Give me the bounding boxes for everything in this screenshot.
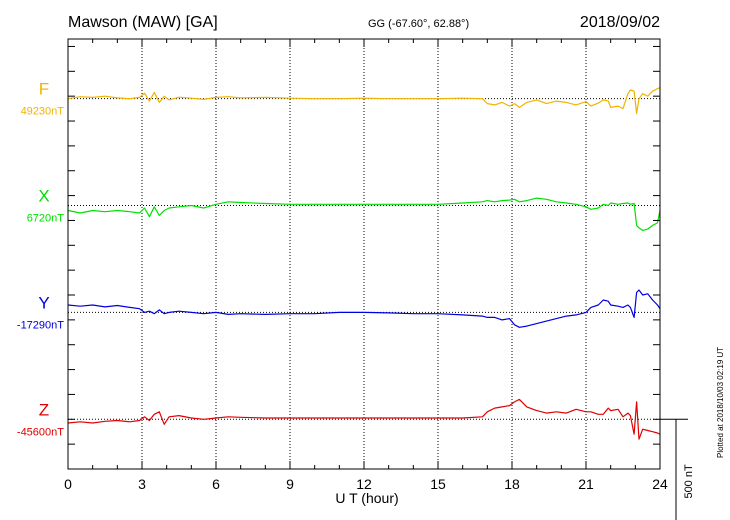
x-tick-label: 6 (212, 476, 220, 492)
plot-date: 2018/09/02 (580, 14, 660, 31)
scale-bar-label: 500 nT (683, 464, 695, 499)
x-tick-label: 15 (430, 476, 446, 492)
x-tick-label: 0 (64, 476, 72, 492)
series-line-z (67, 398, 661, 440)
component-labels: F 49230nT X 6720nT Y -17290nT Z -45600nT (17, 80, 64, 439)
x-tick-label: 3 (138, 476, 146, 492)
plotted-timestamp: Plotted at 2018/10/03 02:19 UT (716, 347, 725, 458)
series-lines (67, 86, 661, 440)
component-label-x: X (38, 187, 49, 206)
baseline-label-x: 6720nT (27, 213, 65, 225)
baseline-label-f: 49230nT (21, 106, 65, 118)
series-line-f (67, 86, 661, 115)
x-tick-label: 21 (578, 476, 594, 492)
x-tick-label: 12 (356, 476, 372, 492)
x-axis-title: U T (hour) (335, 490, 398, 506)
x-tick-label: 9 (286, 476, 294, 492)
x-tick-label: 18 (504, 476, 520, 492)
component-label-y: Y (38, 293, 49, 312)
component-label-f: F (39, 80, 49, 99)
axes: 0 3 6 9 12 15 18 21 24 500 nT (64, 38, 695, 520)
station-coordinates: GG (-67.60°, 62.88°) (368, 18, 469, 30)
component-label-z: Z (39, 400, 49, 419)
station-title: Mawson (MAW) [GA] (68, 14, 218, 31)
series-line-y (67, 289, 661, 328)
baseline-label-y: -17290nT (17, 319, 64, 331)
baseline-label-z: -45600nT (17, 426, 64, 438)
series-line-x (67, 197, 661, 231)
x-tick-label: 24 (652, 476, 668, 492)
